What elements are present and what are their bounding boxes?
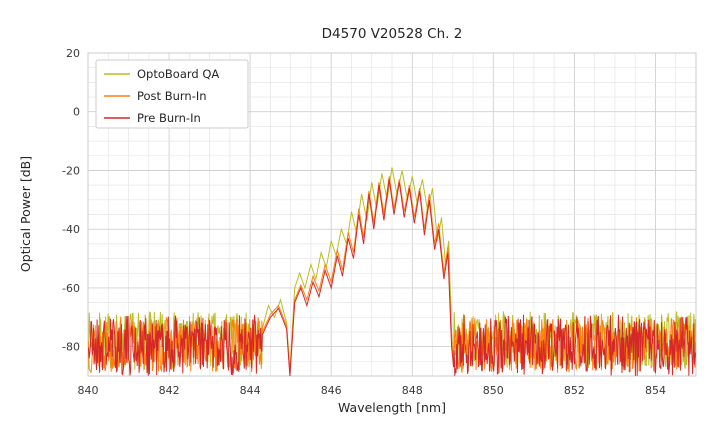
x-tick-label: 842 <box>159 384 180 397</box>
y-tick-label: 20 <box>66 47 80 60</box>
legend-item: Post Burn-In <box>104 89 207 103</box>
series-line-pre-burn-in <box>88 179 696 376</box>
x-tick-label: 854 <box>645 384 666 397</box>
y-tick-label: -60 <box>62 282 80 295</box>
x-tick-label: 844 <box>240 384 261 397</box>
x-tick-label: 852 <box>564 384 585 397</box>
legend-label: OptoBoard QA <box>137 67 219 81</box>
y-tick-label: -80 <box>62 341 80 354</box>
x-tick-label: 840 <box>78 384 99 397</box>
x-tick-label: 850 <box>483 384 504 397</box>
series-group <box>88 167 696 376</box>
legend: OptoBoard QA Post Burn-In Pre Burn-In <box>95 59 249 129</box>
chart-title: D4570 V20528 Ch. 2 <box>322 26 463 42</box>
legend-label: Post Burn-In <box>137 89 207 103</box>
legend-label: Pre Burn-In <box>137 111 201 125</box>
legend-item: Pre Burn-In <box>104 111 201 125</box>
x-axis-label: Wavelength [nm] <box>338 400 446 415</box>
legend-box <box>95 59 249 129</box>
y-tick-label: -20 <box>62 165 80 178</box>
plot-border <box>87 52 697 377</box>
x-tick-label: 846 <box>321 384 342 397</box>
y-tick-label: -40 <box>62 223 80 236</box>
legend-item: OptoBoard QA <box>104 67 219 81</box>
y-axis-label: Optical Power [dB] <box>18 156 33 272</box>
y-tick-label: 0 <box>73 106 80 119</box>
x-tick-label: 848 <box>402 384 423 397</box>
axis-ticks: 840 842 844 846 848 850 852 854 20 0 -20 -40 -60 -80 <box>62 47 666 397</box>
